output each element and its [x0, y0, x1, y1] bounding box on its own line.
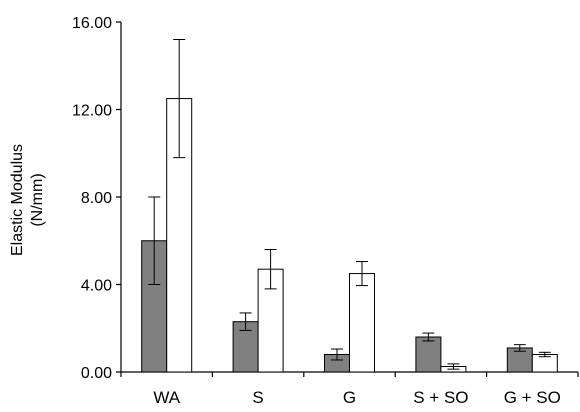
bar [349, 273, 375, 373]
plot-area: 0.00 4.00 8.00 12.00 16.00 WA S G S + SO G + SO [72, 15, 579, 407]
y-tick-label: 12.00 [72, 103, 112, 120]
y-axis-title-line-1: Elastic Modulus [9, 144, 26, 256]
y-axis-title: Elastic Modulus (N/mm) [9, 144, 46, 256]
x-tick-label: S + SO [413, 388, 468, 407]
y-axis-title-line-2: (N/mm) [29, 173, 46, 226]
x-tick-label: WA [153, 388, 180, 407]
y-tick-label: 0.00 [81, 365, 112, 382]
y-tick-label: 16.00 [72, 15, 112, 32]
y-tick-label: 4.00 [81, 278, 112, 295]
bar [415, 336, 442, 373]
y-tick-label: 8.00 [81, 190, 112, 207]
bar [506, 347, 533, 373]
x-tick-label: G [343, 388, 356, 407]
x-tick-label: G + SO [504, 388, 561, 407]
x-tick-label: S [252, 388, 263, 407]
